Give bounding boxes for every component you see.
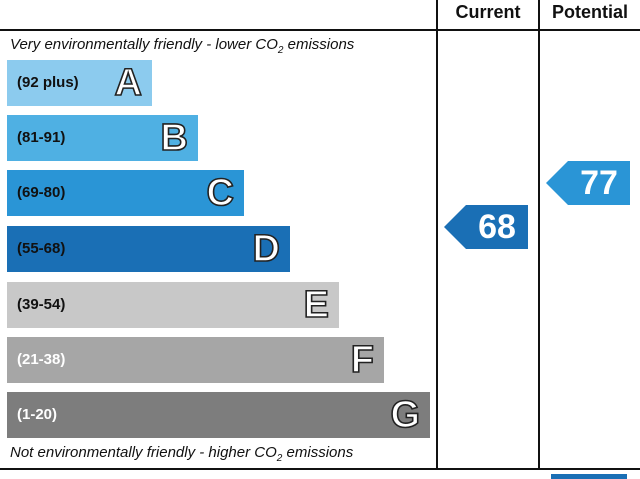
potential-column-header: Potential [551, 2, 628, 22]
potential-rating-value: 77 [580, 164, 618, 202]
band-range-label: (55-68) [17, 240, 66, 257]
band-range-label: (92 plus) [17, 74, 79, 91]
current-column-header: Current [455, 2, 521, 22]
band-letter: E [303, 283, 330, 327]
band-letter: F [350, 338, 375, 382]
rating-band-f: (21-38) F [7, 337, 384, 383]
rating-band-a: (92 plus) A [7, 60, 152, 106]
top-caption: Very environmentally friendly - lower CO… [10, 36, 355, 56]
band-range-label: (21-38) [17, 351, 66, 368]
band-range-label: (39-54) [17, 296, 66, 313]
band-letter: B [160, 116, 189, 160]
divider-middle [538, 0, 540, 470]
rating-band-d: (55-68) D [7, 226, 290, 272]
header-rule [0, 29, 640, 31]
rating-band-b: (81-91) B [7, 115, 198, 161]
divider-left [436, 0, 438, 470]
band-range-label: (1-20) [17, 406, 58, 423]
band-letter: G [390, 393, 421, 437]
band-range-label: (81-91) [17, 129, 66, 146]
rating-band-g: (1-20) G [7, 392, 430, 438]
band-letter: D [252, 227, 281, 271]
band-letter: C [206, 171, 235, 215]
footer-rule [0, 468, 640, 470]
band-range-label: (69-80) [17, 184, 66, 201]
rating-band-c: (69-80) C [7, 170, 244, 216]
footer-tab [551, 474, 627, 479]
rating-band-e: (39-54) E [7, 282, 339, 328]
bottom-caption: Not environmentally friendly - higher CO… [10, 444, 354, 464]
potential-rating-arrow: 77 [546, 161, 630, 205]
band-letter: A [114, 61, 143, 105]
current-rating-arrow: 68 [444, 205, 528, 249]
current-rating-value: 68 [478, 208, 516, 246]
